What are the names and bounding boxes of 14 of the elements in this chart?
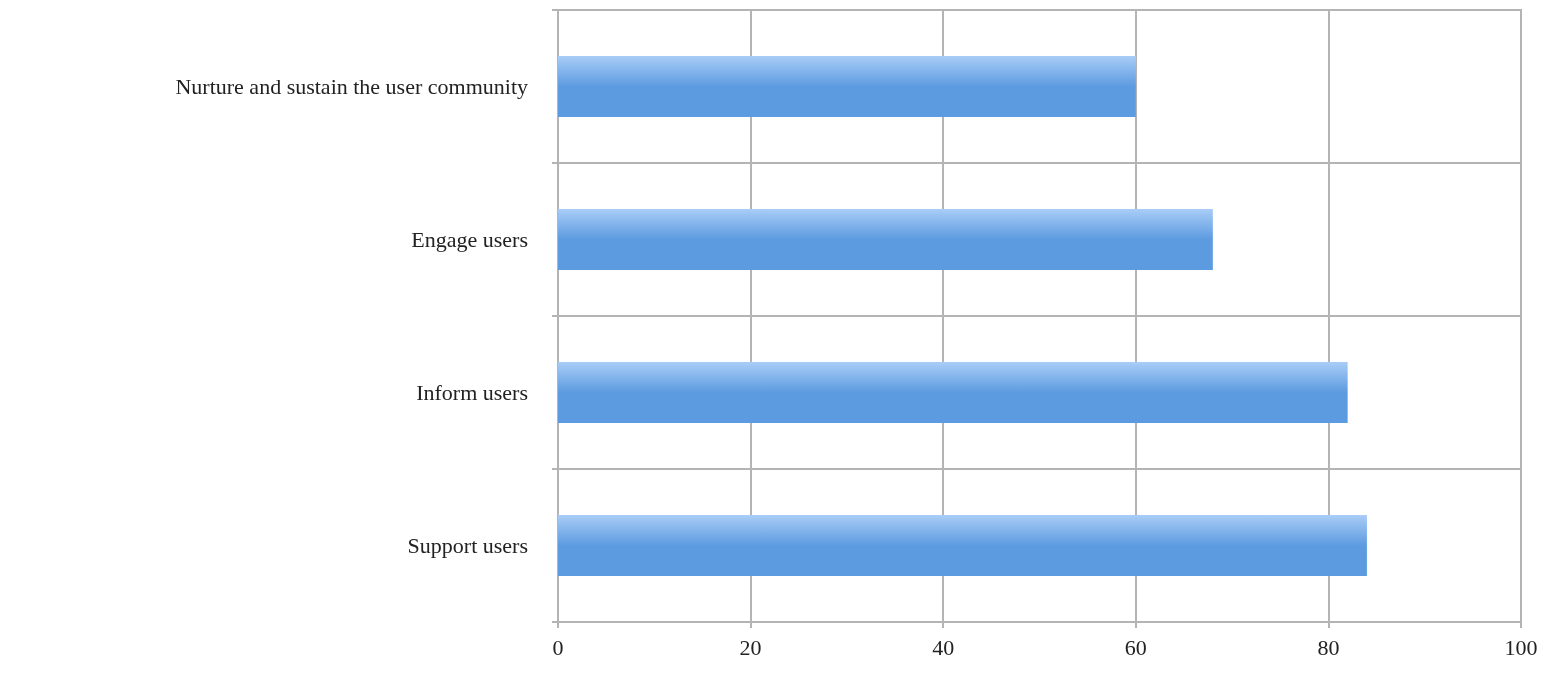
- y-tick-label: Inform users: [416, 380, 528, 405]
- x-tick-label: 60: [1124, 634, 1147, 660]
- bar: [558, 208, 1213, 271]
- x-tick-label: 0: [552, 634, 564, 660]
- bar: [558, 514, 1367, 577]
- x-tick-label: 100: [1504, 634, 1538, 660]
- y-tick-label: Nurture and sustain the user community: [175, 74, 528, 99]
- x-tick-label: 20: [739, 634, 762, 660]
- y-tick-label: Support users: [407, 533, 528, 558]
- x-tick-label: 80: [1317, 634, 1340, 660]
- x-tick-label: 40: [932, 634, 955, 660]
- y-tick-label: Engage users: [411, 227, 528, 252]
- bar: [558, 361, 1348, 424]
- bar: [558, 55, 1136, 118]
